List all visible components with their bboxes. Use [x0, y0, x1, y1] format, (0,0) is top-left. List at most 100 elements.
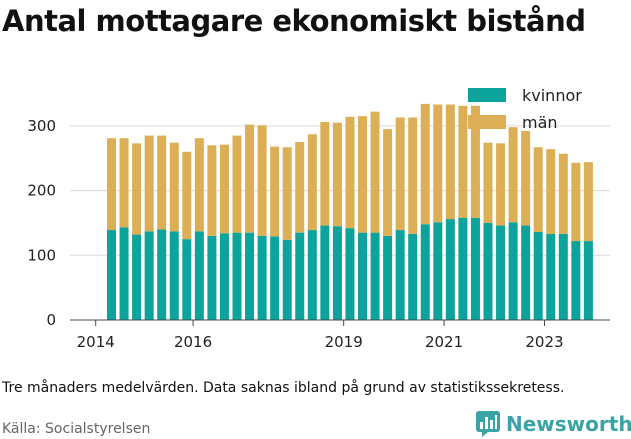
bar-kvinnor [445, 219, 455, 320]
bar-kvinnor [245, 232, 255, 320]
x-tick-label: 2021 [425, 333, 463, 351]
bar-man [232, 135, 242, 233]
bar-kvinnor [496, 225, 506, 320]
bar-man [571, 162, 581, 242]
bar-kvinnor [458, 217, 468, 320]
bar-man [420, 103, 430, 225]
bar-kvinnor [370, 232, 380, 320]
bars [107, 103, 593, 320]
legend-label: män [522, 113, 558, 132]
bar-man [182, 151, 192, 240]
bar-kvinnor [219, 233, 229, 320]
bar-man [470, 105, 480, 218]
bar-kvinnor [345, 228, 355, 320]
bar-kvinnor [508, 222, 518, 320]
bar-kvinnor [119, 227, 129, 320]
bar-man [558, 153, 568, 234]
x-tick-label: 2014 [77, 333, 115, 351]
chart-note: Tre månaders medelvärden. Data saknas ib… [2, 380, 565, 396]
legend-label: kvinnor [522, 86, 582, 105]
bar-man [583, 162, 593, 242]
bar-man [219, 144, 229, 234]
bar-man [119, 138, 129, 228]
bar-kvinnor [433, 222, 443, 320]
bar-kvinnor [257, 235, 267, 320]
bar-man [132, 143, 142, 235]
newsworthy-logo-icon [476, 411, 500, 437]
bar-kvinnor [270, 236, 280, 320]
bar-man [345, 116, 355, 229]
bar-man [207, 145, 217, 236]
bar-kvinnor [144, 231, 154, 320]
bar-man [332, 122, 342, 227]
bar-man [270, 146, 280, 237]
bar-man [370, 111, 380, 233]
source-text: Källa: Socialstyrelsen [2, 421, 151, 437]
y-tick-label: 0 [46, 311, 56, 329]
y-tick-label: 300 [27, 117, 56, 135]
bar-kvinnor [182, 239, 192, 320]
page-title: Antal mottagare ekonomiskt bistånd [2, 4, 586, 38]
bar-kvinnor [232, 232, 242, 320]
stacked-bar-chart: 0 100 200 300 2014 2016 2019 2021 2023 kvinnor mä… [27, 86, 610, 351]
bar-kvinnor [546, 233, 556, 320]
bar-man [496, 143, 506, 226]
bar-kvinnor [420, 224, 430, 320]
bar-kvinnor [157, 229, 167, 320]
bar-kvinnor [295, 232, 305, 320]
bar-kvinnor [282, 239, 292, 320]
bar-kvinnor [470, 217, 480, 320]
bar-kvinnor [521, 225, 531, 320]
y-tick-label: 200 [27, 182, 56, 200]
bar-man [395, 117, 405, 231]
bar-man [320, 122, 330, 226]
brand-name: Newsworthy [506, 412, 631, 436]
bar-man [245, 124, 255, 233]
bar-kvinnor [571, 241, 581, 320]
legend-swatch [468, 115, 506, 129]
legend: kvinnor män [468, 86, 582, 132]
bar-man [157, 135, 167, 230]
bar-man [107, 138, 116, 231]
bar-man [408, 117, 418, 234]
bar-kvinnor [583, 241, 593, 320]
bar-kvinnor [383, 235, 393, 320]
bar-man [445, 104, 455, 220]
y-tick-label: 100 [27, 246, 56, 264]
bar-kvinnor [207, 235, 217, 320]
bar-kvinnor [194, 231, 204, 320]
bar-kvinnor [533, 232, 543, 320]
legend-swatch [468, 88, 506, 102]
bar-man [282, 147, 292, 240]
bar-kvinnor [483, 222, 493, 320]
brand[interactable]: Newsworthy [476, 409, 631, 439]
bar-kvinnor [107, 230, 116, 320]
axes: 0 100 200 300 2014 2016 2019 2021 2023 [27, 117, 610, 351]
bar-man [383, 129, 393, 236]
bar-man [458, 105, 468, 218]
bar-man [358, 116, 367, 233]
bar-man [433, 104, 443, 223]
x-tick-label: 2023 [525, 333, 563, 351]
x-tick-label: 2016 [174, 333, 212, 351]
bar-man [169, 142, 179, 232]
bar-man [257, 125, 267, 236]
bar-kvinnor [307, 230, 317, 320]
bar-kvinnor [332, 226, 342, 320]
bar-man [295, 142, 305, 233]
bar-kvinnor [408, 233, 418, 320]
bar-man [533, 147, 543, 232]
x-tick-label: 2019 [325, 333, 363, 351]
bar-man [508, 127, 518, 223]
bar-man [194, 138, 204, 232]
bar-man [521, 131, 531, 226]
bar-kvinnor [358, 232, 367, 320]
bar-kvinnor [132, 234, 142, 320]
bar-kvinnor [558, 233, 568, 320]
bar-kvinnor [395, 230, 405, 320]
bar-man [546, 149, 556, 234]
bar-man [307, 134, 317, 231]
bar-kvinnor [169, 231, 179, 320]
bar-man [144, 135, 154, 232]
bar-kvinnor [320, 225, 330, 320]
